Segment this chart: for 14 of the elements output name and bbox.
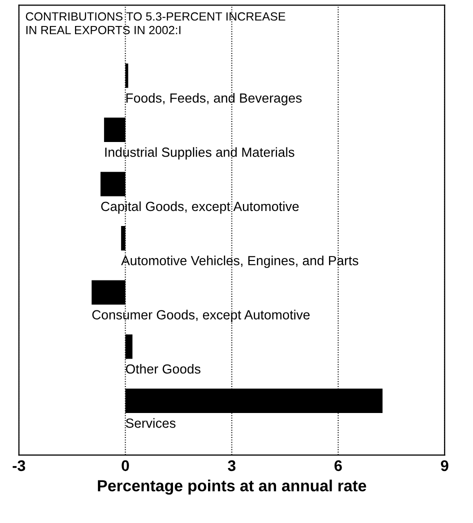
x-tick-label: -3 (12, 460, 26, 472)
y-tick-label: Capital Goods, except Automotive (101, 201, 299, 214)
y-tick-label: Foods, Feeds, and Beverages (126, 93, 302, 106)
chart-title: CONTRIBUTIONS TO 5.3-PERCENT INCREASE IN REAL EXPORTS IN 2002:I (26, 12, 286, 34)
y-tick-label: Automotive Vehicles, Engines, and Parts (121, 256, 358, 268)
y-tick-label: Other Goods (126, 364, 200, 374)
x-tick-label: 0 (122, 460, 129, 472)
x-tick-label: 3 (228, 460, 236, 472)
y-tick-label: Services (126, 418, 176, 428)
x-axis-title: Percentage points at an annual rate (98, 480, 366, 495)
x-tick-label: 6 (334, 460, 342, 472)
y-tick-label: Industrial Supplies and Materials (105, 147, 294, 160)
y-tick-label: Consumer Goods, except Automotive (92, 310, 310, 322)
x-tick-label: 9 (440, 460, 448, 472)
